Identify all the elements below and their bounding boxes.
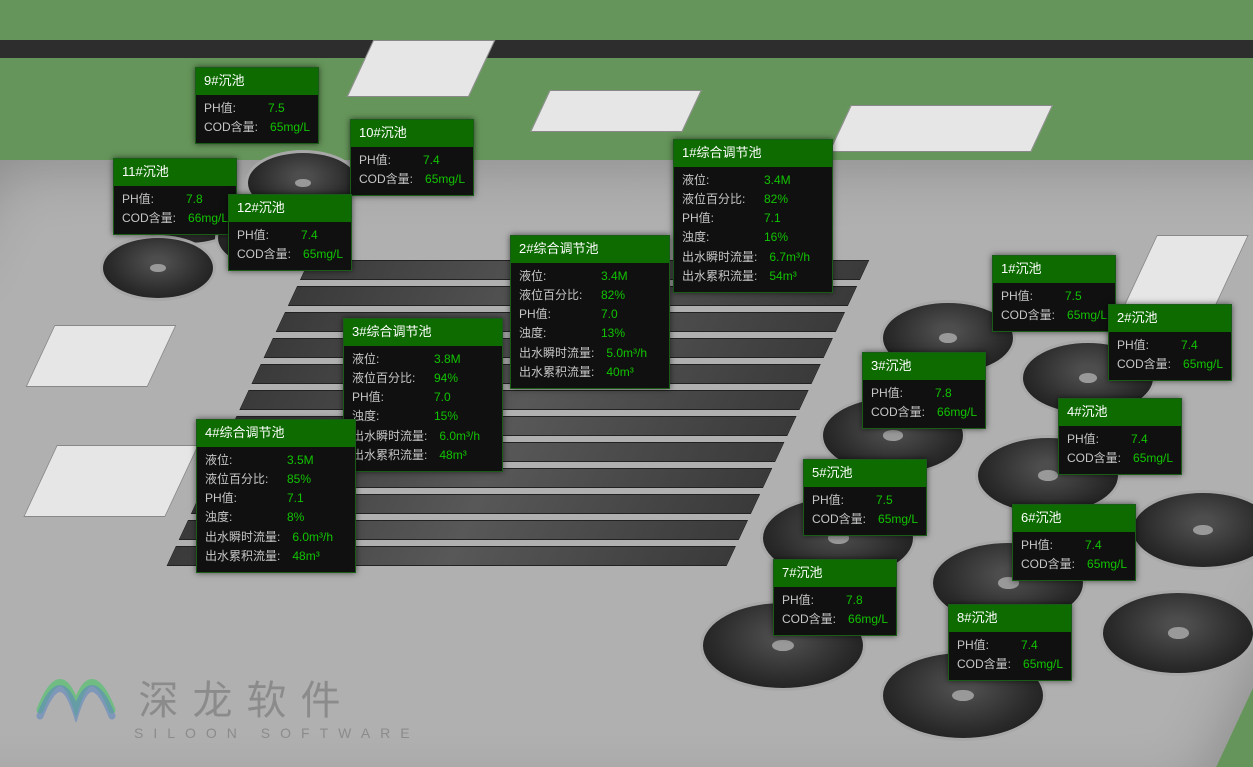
- panel-title: 3#沉池: [863, 353, 985, 380]
- bg-road: [0, 40, 1253, 58]
- panel-title: 4#综合调节池: [197, 420, 355, 447]
- panel-title: 7#沉池: [774, 560, 896, 587]
- panel-sed-10[interactable]: 10#沉池 PH值:7.4 COD含量:65mg/L: [350, 119, 474, 196]
- cod-label: COD含量:: [204, 118, 258, 137]
- panel-title: 10#沉池: [351, 120, 473, 147]
- panel-title: 3#综合调节池: [344, 319, 502, 346]
- panel-title: 12#沉池: [229, 195, 351, 222]
- panel-sed-1[interactable]: 1#沉池 PH值:7.5 COD含量:65mg/L: [992, 255, 1116, 332]
- bg-building: [829, 105, 1053, 152]
- panel-title: 4#沉池: [1059, 399, 1181, 426]
- logo-text-en: SILOON SOFTWARE: [134, 725, 420, 741]
- panel-sed-6[interactable]: 6#沉池 PH值:7.4 COD含量:65mg/L: [1012, 504, 1136, 581]
- panel-sed-2[interactable]: 2#沉池 PH值:7.4 COD含量:65mg/L: [1108, 304, 1232, 381]
- logo-watermark: 深龙软件 SILOON SOFTWARE: [36, 666, 420, 741]
- panel-sed-9[interactable]: 9#沉池 PH值: 7.5 COD含量: 65mg/L: [195, 67, 319, 144]
- level-value: 3.4M: [764, 171, 791, 190]
- panel-title: 2#综合调节池: [511, 236, 669, 263]
- panel-reg-2[interactable]: 2#综合调节池 液位:3.4M 液位百分比:82% PH值:7.0 浊度:13%…: [510, 235, 670, 389]
- bg-tank: [1100, 590, 1253, 676]
- bg-building: [530, 90, 702, 132]
- panel-title: 1#沉池: [993, 256, 1115, 283]
- bg-building: [347, 40, 496, 97]
- cod-value: 65mg/L: [270, 118, 310, 137]
- panel-title: 8#沉池: [949, 605, 1071, 632]
- panel-reg-3[interactable]: 3#综合调节池 液位:3.8M 液位百分比:94% PH值:7.0 浊度:15%…: [343, 318, 503, 472]
- panel-sed-11[interactable]: 11#沉池 PH值:7.8 COD含量:66mg/L: [113, 158, 237, 235]
- panel-title: 9#沉池: [196, 68, 318, 95]
- panel-sed-5[interactable]: 5#沉池 PH值:7.5 COD含量:65mg/L: [803, 459, 927, 536]
- facility-stage: 9#沉池 PH值: 7.5 COD含量: 65mg/L 10#沉池 PH值:7.4 …: [0, 0, 1253, 767]
- ph-label: PH值:: [204, 99, 256, 118]
- logo-icon: [36, 666, 116, 727]
- level-label: 液位:: [682, 171, 752, 190]
- panel-sed-4[interactable]: 4#沉池 PH值:7.4 COD含量:65mg/L: [1058, 398, 1182, 475]
- panel-title: 6#沉池: [1013, 505, 1135, 532]
- panel-reg-1[interactable]: 1#综合调节池 液位:3.4M 液位百分比:82% PH值:7.1 浊度:16%…: [673, 139, 833, 293]
- logo-text-cn: 深龙软件: [138, 668, 354, 726]
- panel-sed-7[interactable]: 7#沉池 PH值:7.8 COD含量:66mg/L: [773, 559, 897, 636]
- bg-tank: [100, 235, 216, 301]
- panel-title: 11#沉池: [114, 159, 236, 186]
- panel-title: 5#沉池: [804, 460, 926, 487]
- panel-reg-4[interactable]: 4#综合调节池 液位:3.5M 液位百分比:85% PH值:7.1 浊度:8% …: [196, 419, 356, 573]
- panel-title: 1#综合调节池: [674, 140, 832, 167]
- panel-sed-3[interactable]: 3#沉池 PH值:7.8 COD含量:66mg/L: [862, 352, 986, 429]
- panel-sed-12[interactable]: 12#沉池 PH值:7.4 COD含量:65mg/L: [228, 194, 352, 271]
- ph-value: 7.5: [268, 99, 285, 118]
- panel-sed-8[interactable]: 8#沉池 PH值:7.4 COD含量:65mg/L: [948, 604, 1072, 681]
- panel-title: 2#沉池: [1109, 305, 1231, 332]
